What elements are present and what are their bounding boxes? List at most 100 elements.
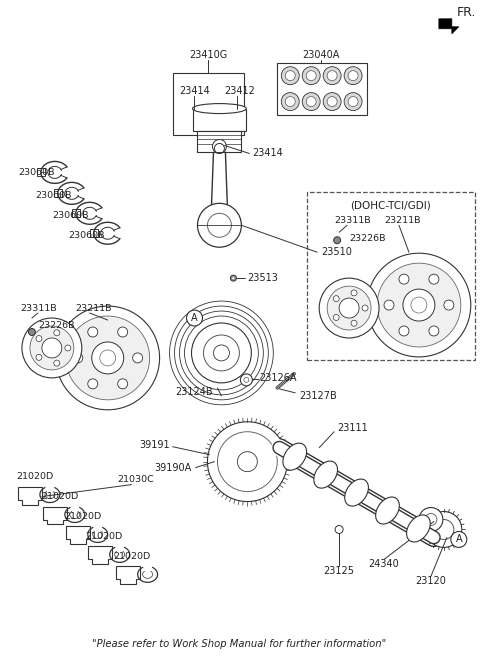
Circle shape [215,143,225,154]
Circle shape [362,305,368,311]
Circle shape [344,66,362,85]
Circle shape [36,336,42,342]
Circle shape [36,354,42,360]
Circle shape [216,143,222,149]
Circle shape [399,326,409,336]
Circle shape [377,263,461,347]
Text: "Please refer to Work Shop Manual for further information": "Please refer to Work Shop Manual for fu… [92,639,386,649]
Text: 23040A: 23040A [302,50,340,60]
Bar [90,229,98,237]
Ellipse shape [345,479,369,506]
Text: 23311B: 23311B [20,304,57,313]
Bar [54,189,62,197]
Text: 39191: 39191 [139,440,169,449]
Circle shape [22,318,82,378]
Circle shape [444,300,454,310]
Circle shape [100,350,116,366]
Ellipse shape [314,461,337,488]
Circle shape [327,71,337,81]
Polygon shape [439,19,459,34]
Text: 23125: 23125 [324,566,355,576]
Text: 23211B: 23211B [75,304,111,313]
Circle shape [118,379,128,389]
Circle shape [192,323,252,383]
Bar [277,62,367,114]
Text: 21020D: 21020D [114,552,151,561]
Circle shape [232,277,235,280]
Circle shape [240,374,252,386]
Circle shape [344,93,362,110]
Text: 21020D: 21020D [64,512,101,521]
Text: 23414: 23414 [180,85,210,96]
Text: 23111: 23111 [337,422,368,433]
Text: 23060B: 23060B [18,168,54,177]
Ellipse shape [376,497,399,524]
Circle shape [348,71,358,81]
Circle shape [348,97,358,106]
Text: 23060B: 23060B [52,211,88,220]
Text: 23513: 23513 [247,273,278,283]
Circle shape [367,253,471,357]
Bar [192,108,246,131]
Circle shape [54,360,60,366]
Text: 23127B: 23127B [299,391,337,401]
Circle shape [285,97,295,106]
Circle shape [429,326,439,336]
Text: 23510: 23510 [321,247,352,257]
Circle shape [425,514,437,526]
Circle shape [65,345,71,351]
Circle shape [92,342,124,374]
Circle shape [88,327,98,337]
Ellipse shape [192,104,246,114]
Circle shape [285,71,295,81]
Text: 23226B: 23226B [349,234,385,242]
Circle shape [419,508,443,532]
Bar [172,73,244,135]
Circle shape [54,330,60,336]
Text: FR.: FR. [457,7,476,19]
Circle shape [323,93,341,110]
Circle shape [327,286,371,330]
Circle shape [238,451,257,472]
Circle shape [339,298,359,318]
Circle shape [429,274,439,284]
Circle shape [302,93,320,110]
Text: 23060B: 23060B [68,231,104,240]
Circle shape [351,320,357,327]
Text: 23211B: 23211B [384,215,420,225]
Text: 23120: 23120 [416,576,446,586]
Circle shape [197,203,241,247]
Bar [307,193,475,360]
Polygon shape [116,566,140,584]
Bar [37,168,45,176]
Circle shape [384,300,394,310]
Circle shape [56,306,159,410]
Circle shape [281,66,299,85]
Circle shape [187,310,203,326]
Text: 23410G: 23410G [189,50,228,60]
Circle shape [302,66,320,85]
Circle shape [281,93,299,110]
Circle shape [244,377,249,382]
Text: 23412: 23412 [225,85,255,96]
Text: 21020D: 21020D [86,532,123,541]
Circle shape [132,353,143,363]
Circle shape [451,532,467,547]
Text: 21020D: 21020D [16,472,53,481]
Circle shape [351,290,357,296]
Circle shape [88,379,98,389]
Polygon shape [43,507,67,524]
Circle shape [411,297,427,313]
Circle shape [213,139,227,154]
Circle shape [30,326,74,370]
Text: 21030C: 21030C [118,475,155,484]
Text: 23311B: 23311B [334,215,371,225]
Circle shape [28,328,36,336]
Circle shape [217,432,277,491]
Circle shape [426,512,462,547]
Circle shape [319,278,379,338]
Circle shape [333,296,339,302]
Ellipse shape [283,443,307,470]
Circle shape [327,97,337,106]
Text: A: A [191,313,198,323]
